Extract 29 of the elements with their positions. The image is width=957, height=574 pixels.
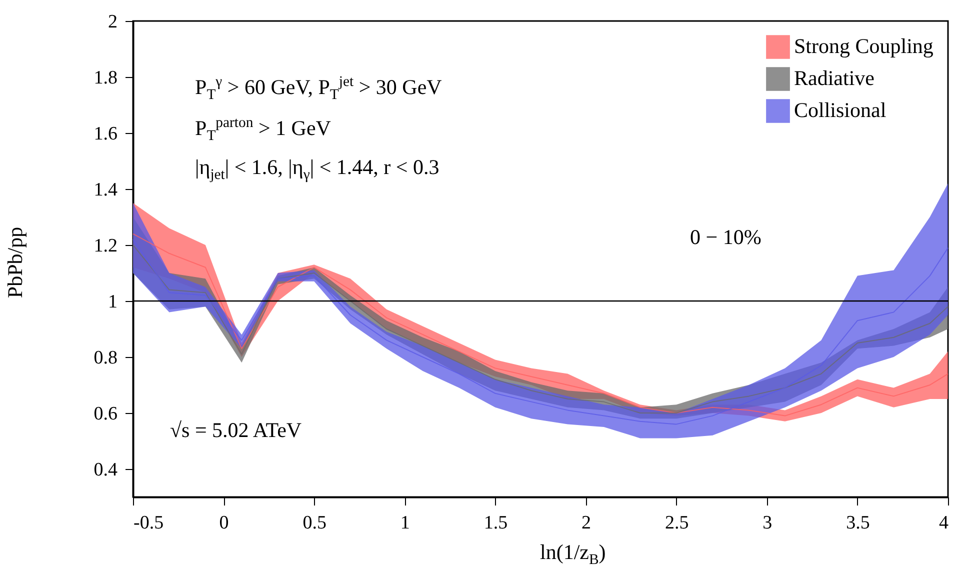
annotation: P$_{T}$$^{parton}$ > 1 GeV	[195, 115, 331, 146]
x-tick-label: 1.5	[484, 512, 508, 534]
y-tick-label: 1	[108, 292, 118, 312]
x-tick-label: -0.5	[134, 512, 164, 534]
annotation: 0 − 10%	[690, 225, 762, 250]
legend-label: Radiative	[794, 66, 874, 90]
y-tick-label: 0.6	[94, 404, 118, 424]
y-tick-label: 2	[108, 12, 118, 32]
x-axis-title: ln(1/z$_{B}$)	[540, 540, 606, 570]
x-tick-label: 3	[762, 512, 772, 534]
y-axis-title: PbPb/pp	[3, 226, 28, 298]
x-tick-label: 3.5	[846, 512, 870, 534]
y-tick-label: 1.6	[94, 124, 118, 144]
x-tick-label: 1	[400, 512, 410, 534]
annotation: |η$_{jet}$| < 1.6, |η$_{γ}$| < 1.44, r < 0.3	[195, 155, 440, 184]
y-tick-label: 1.8	[94, 68, 118, 88]
x-tick-label: 0	[219, 512, 229, 534]
x-tick-label: 2	[582, 512, 592, 534]
annotation: √s = 5.02 ATeV	[170, 418, 302, 443]
x-tick-label: 2.5	[664, 512, 689, 534]
y-tick-label: 0.4	[94, 460, 118, 480]
y-tick-label: 0.8	[94, 348, 118, 368]
y-tick-label: 1.4	[94, 180, 118, 200]
annotation: P$_{T}$$^{γ}$ > 60 GeV, P$_{T}$$^{jet}$ > 30 GeV	[195, 74, 442, 104]
y-tick-label: 1.2	[94, 236, 118, 256]
x-tick-label: 4	[939, 512, 949, 534]
legend-label: Strong Coupling	[794, 34, 934, 58]
x-tick-label: 0.5	[302, 512, 326, 534]
legend-label: Collisional	[794, 98, 886, 122]
